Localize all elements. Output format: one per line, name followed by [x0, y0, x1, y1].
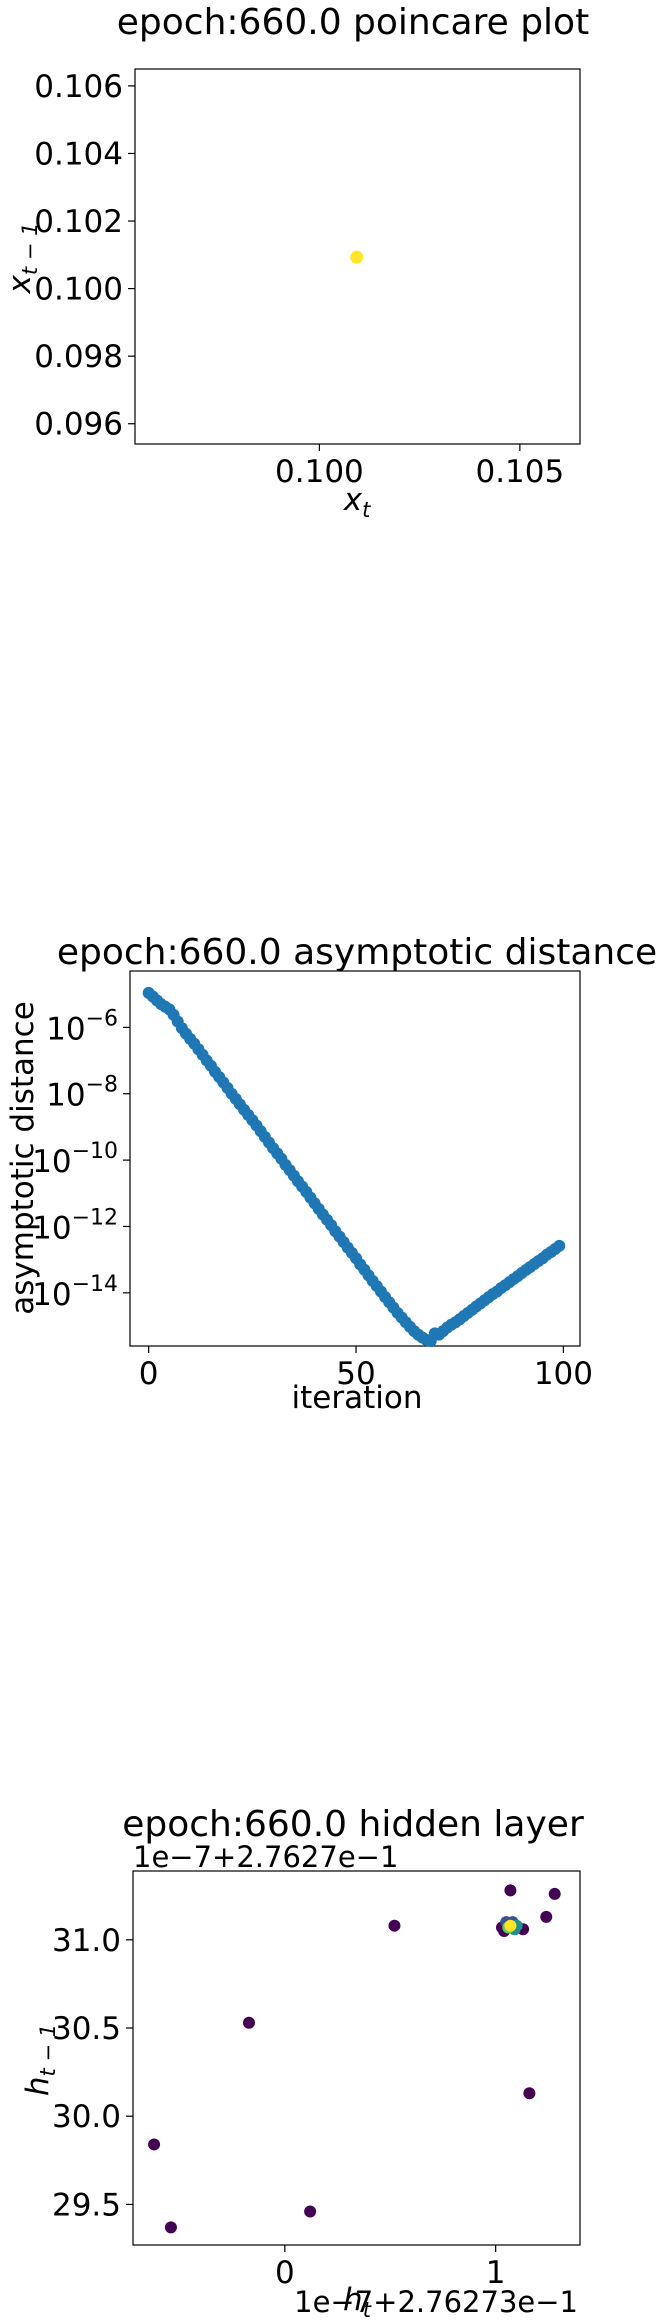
- asymptotic-points: [142, 986, 566, 1348]
- hidden-layer-point: [504, 1919, 517, 1932]
- hidden-layer-points: [148, 1884, 561, 2234]
- poincare-y-tick-label: 0.106: [34, 69, 123, 105]
- hidden-layer-point: [504, 1884, 517, 1897]
- poincare-y-tick-label: 0.100: [34, 272, 123, 308]
- asymptotic-x-tick-label: 0: [139, 1356, 159, 1392]
- poincare-y-tick-label: 0.104: [34, 136, 123, 172]
- poincare-plot-title: epoch:660.0 poincare plot: [117, 2, 589, 43]
- poincare-point: [350, 250, 364, 264]
- asymptotic-y-ticks: 10−6 10−8 10−10 10−12 10−14: [32, 1006, 130, 1313]
- poincare-y-label-sub: t − 1: [18, 223, 42, 276]
- hidden-layer-x-axis-label: ht: [343, 2282, 372, 2322]
- hidden-layer-point: [242, 2016, 255, 2029]
- poincare-points: [350, 250, 364, 264]
- hidden-layer-y-ticks: 29.5 30.0 30.5 31.0: [52, 1923, 133, 2223]
- hidden-layer-x-tick-label: 1: [486, 2255, 506, 2291]
- hidden-layer-y-tick-label: 30.5: [52, 2011, 121, 2047]
- poincare-x-label-main: x: [343, 482, 363, 518]
- hidden-layer-x-offset: 1e−7+2.76273e−1: [294, 2285, 578, 2319]
- asymptotic-distance-title: epoch:660.0 asymptotic distance: [57, 932, 657, 973]
- hidden-layer-point: [548, 1887, 561, 1900]
- poincare-x-label-sub: t: [362, 498, 371, 522]
- hidden-layer-point: [388, 1919, 401, 1932]
- poincare-plot-frame: [134, 68, 581, 445]
- hidden-layer-y-axis-label: ht − 1: [20, 2024, 60, 2096]
- asymptotic-x-ticks: 0 50 100: [139, 1346, 593, 1392]
- hidden-layer-point: [540, 1910, 553, 1923]
- asymptotic-x-tick-label: 50: [336, 1356, 375, 1392]
- hidden-layer-y-tick-label: 30.0: [52, 2099, 121, 2135]
- poincare-y-ticks: 0.096 0.098 0.100 0.102 0.104 0.106: [34, 69, 135, 443]
- poincare-y-tick-label: 0.102: [34, 204, 123, 240]
- poincare-plot-chart: epoch:660.0 poincare plot 0.096 0.098 0.10…: [2, 2, 589, 522]
- asymptotic-y-tick-label: 10−12: [32, 1205, 118, 1246]
- asymptotic-y-axis-label: asymptotic distance: [5, 1001, 41, 1315]
- hidden-layer-x-tick-label: 0: [275, 2255, 295, 2291]
- asymptotic-y-tick-label: 10−8: [46, 1073, 118, 1114]
- poincare-x-tick-label: 0.100: [275, 454, 364, 490]
- hidden-y-label-main: h: [20, 2076, 56, 2096]
- hidden-x-label-sub: t: [363, 2298, 372, 2322]
- poincare-x-axis-label: xt: [343, 482, 371, 522]
- hidden-layer-y-tick-label: 31.0: [52, 1923, 121, 1959]
- hidden-x-label-main: h: [343, 2282, 363, 2318]
- asymptotic-y-tick-label: 10−14: [32, 1272, 118, 1313]
- hidden-layer-chart: epoch:660.0 hidden layer 1e−7+2.7627e−1 …: [20, 1804, 584, 2322]
- hidden-layer-title: epoch:660.0 hidden layer: [122, 1804, 584, 1845]
- hidden-layer-point: [148, 2138, 161, 2151]
- poincare-y-tick-label: 0.098: [34, 339, 123, 375]
- asymptotic-distance-chart: epoch:660.0 asymptotic distance 10−6 10−8…: [5, 932, 657, 1416]
- poincare-y-label-main: x: [2, 274, 38, 294]
- asymptotic-y-tick-label: 10−6: [46, 1006, 118, 1047]
- hidden-layer-point: [523, 2087, 536, 2100]
- poincare-x-tick-label: 0.105: [475, 454, 564, 490]
- hidden-layer-y-tick-label: 29.5: [52, 2187, 121, 2223]
- hidden-layer-frame: [132, 1870, 581, 2246]
- hidden-y-label-sub: t − 1: [36, 2024, 60, 2077]
- hidden-layer-point: [304, 2205, 317, 2218]
- asymptotic-y-tick-label: 10−10: [32, 1139, 118, 1180]
- hidden-layer-y-offset: 1e−7+2.7627e−1: [133, 1840, 398, 1874]
- poincare-y-tick-label: 0.096: [34, 407, 123, 443]
- poincare-y-axis-label: xt − 1: [2, 223, 42, 295]
- asymptotic-x-axis-label: iteration: [292, 1380, 423, 1416]
- asymptotic-x-tick-label: 100: [534, 1356, 593, 1392]
- poincare-x-ticks: 0.100 0.105: [275, 444, 564, 490]
- hidden-layer-point: [164, 2221, 177, 2234]
- asymptotic-point: [553, 1239, 566, 1252]
- asymptotic-distance-frame: [129, 970, 581, 1347]
